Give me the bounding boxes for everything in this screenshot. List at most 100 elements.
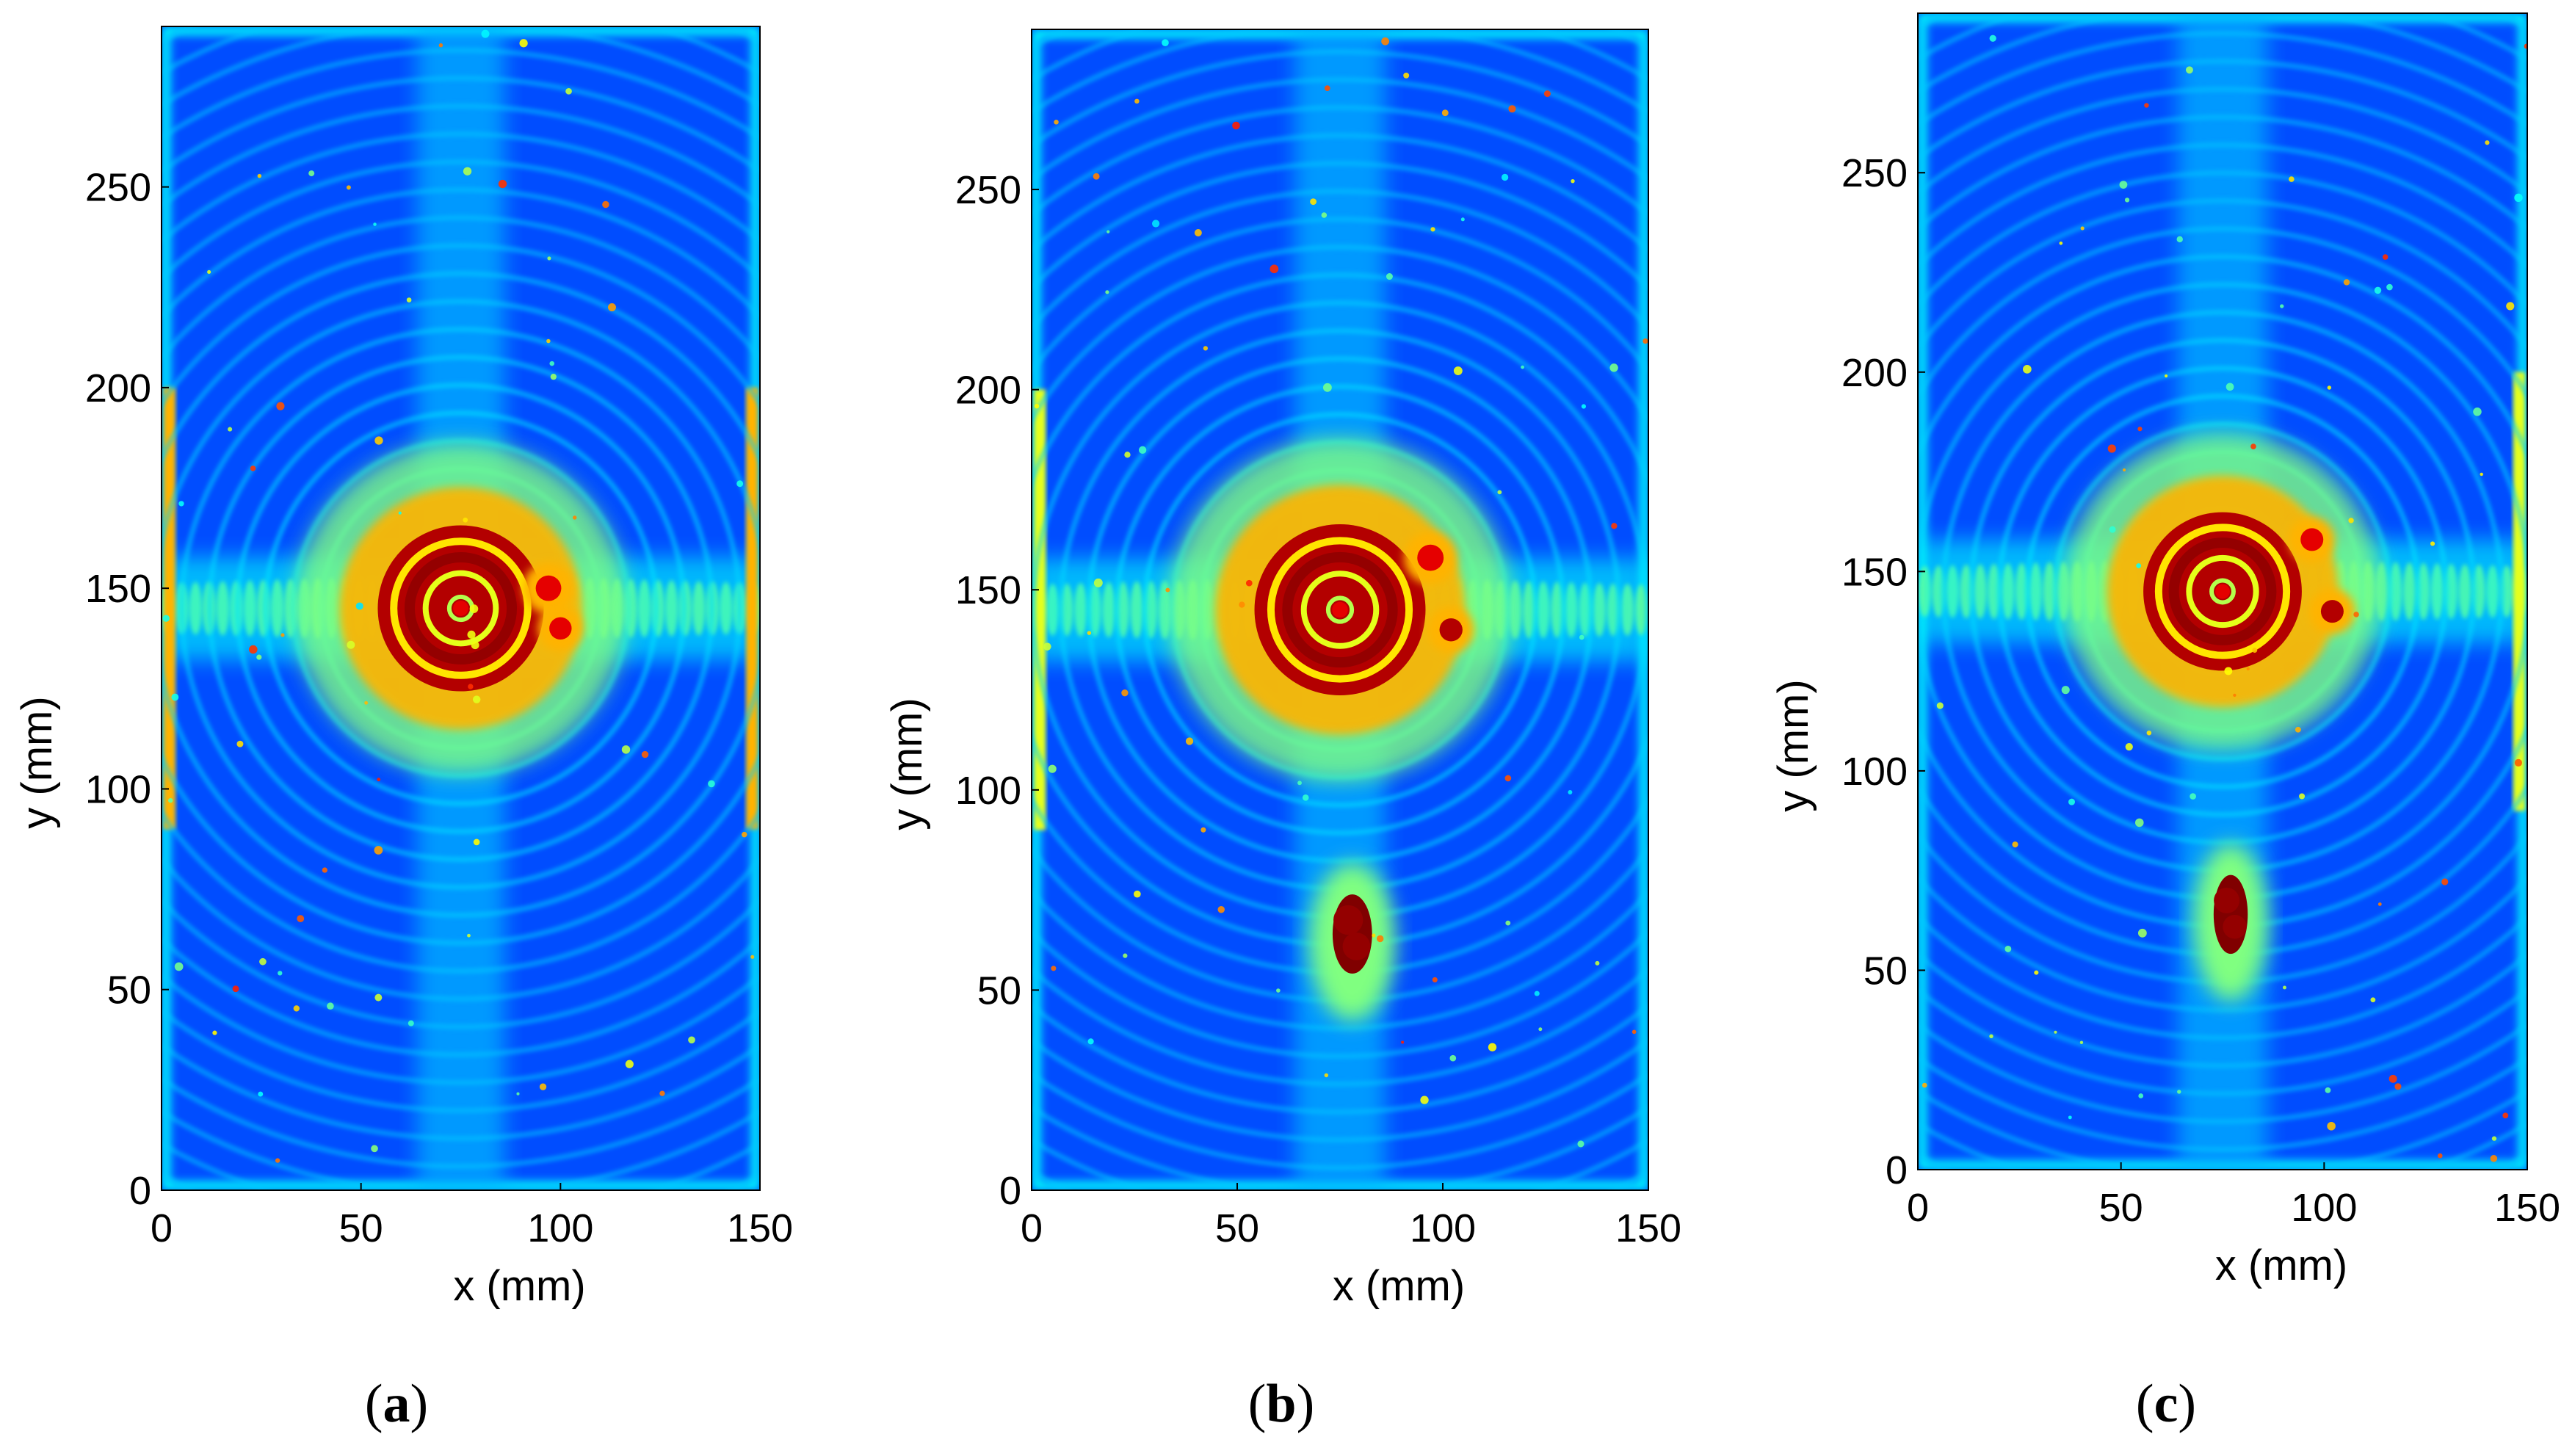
speckle <box>2034 970 2039 975</box>
speckle <box>2353 612 2359 617</box>
speckle <box>1430 227 1435 232</box>
panel-letter: c <box>2154 1374 2179 1434</box>
speckle <box>257 173 262 178</box>
speckle <box>297 915 305 923</box>
x-tick-label: 0 <box>151 1206 173 1250</box>
y-axis-label: y (mm) <box>1770 679 1817 811</box>
y-tick-label: 250 <box>1841 151 1908 195</box>
speckle <box>463 167 472 175</box>
speckle <box>1376 935 1384 943</box>
speckle <box>2299 793 2306 800</box>
speckle <box>346 185 351 190</box>
speckle <box>2190 793 2196 800</box>
speckle <box>373 222 377 226</box>
speckle <box>2023 365 2032 374</box>
edge-band <box>1034 389 1046 830</box>
hotspot <box>2320 600 2344 623</box>
speckle <box>468 684 474 689</box>
wave-ring <box>162 243 760 974</box>
y-tick-label: 150 <box>85 567 151 611</box>
chart-panel-c: 0 50 100 150 0 50 100 150 200 250 x (mm) y (mm) <box>1770 12 2560 1289</box>
speckle <box>2473 408 2482 416</box>
speckle <box>174 962 184 971</box>
heatmap-area <box>1918 13 2527 1170</box>
speckle <box>498 179 507 189</box>
speckle <box>2059 241 2063 245</box>
speckle <box>2176 236 2183 243</box>
source-ring <box>404 551 518 665</box>
wave-ring <box>1918 87 2527 1096</box>
defect <box>2213 874 2248 955</box>
defect-lobe <box>2214 887 2239 913</box>
speckle <box>1631 1029 1637 1035</box>
y-tick-label: 0 <box>1886 1148 1908 1192</box>
speckle <box>276 402 285 410</box>
speckle <box>1138 446 1147 454</box>
speckle <box>519 39 528 48</box>
speckle <box>1123 953 1128 958</box>
wave-ring <box>291 438 631 778</box>
speckle <box>1043 642 1051 651</box>
speckle <box>1449 1054 1457 1062</box>
y-axis-label: y (mm) <box>883 698 931 830</box>
speckle <box>1543 90 1551 98</box>
speckle <box>2430 541 2435 546</box>
source-ring <box>1325 595 1355 624</box>
speckle <box>1497 490 1502 495</box>
y-tick-label: 250 <box>85 166 151 210</box>
speckle <box>2165 374 2168 378</box>
speckle <box>2136 563 2142 568</box>
speckle <box>1571 178 1575 184</box>
speckle <box>248 645 258 654</box>
speckle <box>1403 72 1410 79</box>
x-tick-label: 100 <box>527 1206 593 1250</box>
speckle <box>1936 702 1944 709</box>
wave-ring <box>1032 161 1648 1059</box>
speckle <box>1134 890 1141 898</box>
speckle <box>1232 121 1240 130</box>
wave-ring <box>1918 115 2527 1068</box>
speckle <box>546 338 551 344</box>
speckle <box>1922 1082 1927 1088</box>
wave-ring <box>1918 31 2527 1152</box>
speckle <box>471 641 479 650</box>
axes-frame <box>1031 29 1649 1191</box>
speckle <box>469 604 479 613</box>
heatmap-area <box>1032 29 1648 1190</box>
wave-ring <box>1918 59 2527 1124</box>
wave-ring <box>207 355 714 862</box>
speckle <box>2144 103 2149 108</box>
source-ring <box>2168 537 2277 645</box>
y-tick-label: 50 <box>107 968 151 1013</box>
speckle <box>2374 286 2382 294</box>
speckle <box>1107 230 1110 233</box>
speckle <box>565 87 572 95</box>
speckle <box>1441 109 1449 117</box>
speckle <box>2080 226 2085 231</box>
speckle <box>1386 273 1393 280</box>
speckle <box>236 740 244 747</box>
speckle <box>481 29 490 38</box>
speckle <box>2437 1153 2443 1159</box>
speckle <box>2502 1112 2509 1119</box>
speckle <box>293 1005 300 1012</box>
speckle <box>550 373 557 380</box>
speckle <box>1989 35 1996 42</box>
speckle <box>2137 928 2147 938</box>
speckle <box>2250 443 2256 449</box>
y-tick-label: 100 <box>85 767 151 811</box>
speckle <box>2524 43 2527 49</box>
chart-panel-a: 0 50 100 150 0 50 100 150 200 250 x (mm) y (mm) <box>13 26 793 1310</box>
x-axis-label: x (mm) <box>1333 1262 1465 1310</box>
speckle <box>2079 1040 2084 1045</box>
speckle <box>1579 634 1585 640</box>
source-ring <box>1313 583 1367 637</box>
x-tick-label: 100 <box>1410 1206 1476 1250</box>
speckle <box>2146 730 2152 736</box>
source-ring <box>2154 524 2291 659</box>
source-center <box>453 601 468 616</box>
speckle <box>2327 1121 2336 1131</box>
speckle <box>364 700 369 705</box>
speckle <box>549 361 554 366</box>
chart-panel-b: 0 50 100 150 0 50 100 150 200 250 x (mm) y (mm) <box>883 29 1681 1310</box>
